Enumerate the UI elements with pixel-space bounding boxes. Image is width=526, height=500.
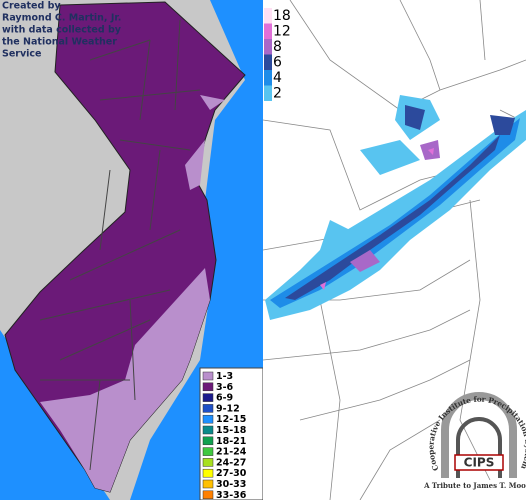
legend-label: 9-12 bbox=[216, 403, 240, 414]
scale-label: 12 bbox=[273, 24, 291, 40]
legend-swatch bbox=[202, 425, 214, 435]
scale-label: 4 bbox=[273, 70, 282, 86]
legend-swatch bbox=[202, 479, 214, 489]
legend-swatch bbox=[202, 404, 214, 413]
logo-title: CIPS bbox=[464, 456, 495, 470]
legend-label: 24-27 bbox=[216, 457, 246, 468]
credit-line: Created by bbox=[2, 1, 61, 12]
scale-swatch bbox=[264, 70, 272, 86]
legend-label: 6-9 bbox=[216, 393, 233, 404]
scale-label: 8 bbox=[273, 39, 282, 55]
credit-line: the National Weather bbox=[2, 37, 117, 48]
scale-swatch bbox=[264, 85, 272, 101]
legend-swatch bbox=[202, 371, 214, 381]
legend-label: 27-30 bbox=[216, 468, 247, 479]
legend-swatch bbox=[202, 436, 214, 446]
legend-label: 3-6 bbox=[216, 382, 234, 393]
legend-swatch bbox=[202, 382, 214, 392]
scale-label: 2 bbox=[273, 86, 282, 102]
legend-swatch bbox=[202, 447, 214, 456]
legend-swatch bbox=[202, 458, 214, 467]
precip-map bbox=[263, 0, 526, 500]
scale-swatch bbox=[264, 54, 272, 70]
legend: 1-33-66-99-1212-1515-1818-2121-2424-2727… bbox=[202, 371, 247, 500]
logo-tribute: A Tribute to James T. Moore bbox=[423, 481, 526, 490]
legend-label: 1-3 bbox=[216, 371, 233, 382]
scale-swatch bbox=[264, 8, 272, 24]
credit-line: with data collected by bbox=[2, 25, 122, 36]
legend-label: 21-24 bbox=[216, 447, 247, 458]
scale-swatch bbox=[264, 23, 272, 39]
scale-swatch bbox=[264, 39, 272, 55]
scale-label: 6 bbox=[273, 55, 282, 71]
credit: Created by Raymond C. Martin, Jr. with d… bbox=[2, 1, 122, 60]
legend-label: 33-36 bbox=[216, 490, 247, 500]
credit-line: Raymond C. Martin, Jr. bbox=[2, 13, 121, 24]
legend-label: 12-15 bbox=[216, 414, 246, 425]
legend-label: 30-33 bbox=[216, 479, 246, 490]
nj-map bbox=[0, 0, 263, 500]
legend-label: 15-18 bbox=[216, 425, 247, 436]
legend-swatch bbox=[202, 393, 214, 402]
scale-label: 18 bbox=[273, 8, 291, 24]
legend-label: 18-21 bbox=[216, 436, 246, 447]
credit-line: Service bbox=[2, 49, 42, 60]
legend-swatch bbox=[202, 490, 214, 500]
legend-swatch bbox=[202, 468, 214, 478]
legend-swatch bbox=[202, 414, 214, 424]
